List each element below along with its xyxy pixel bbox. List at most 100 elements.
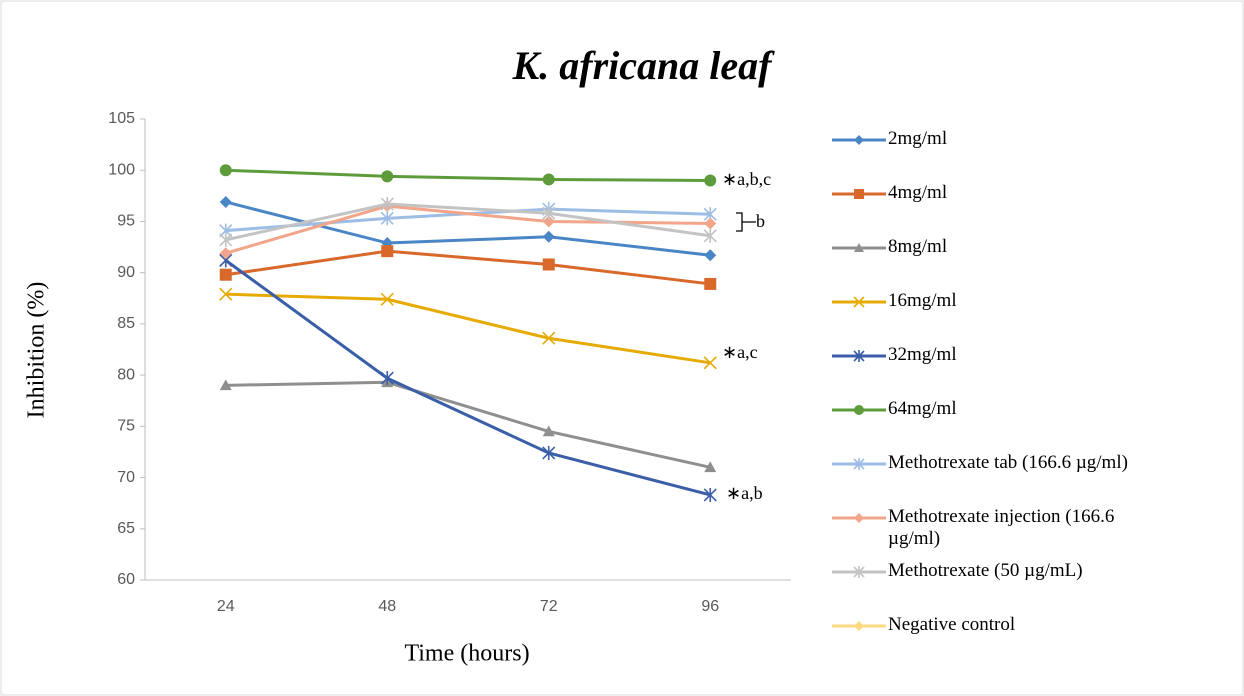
marker xyxy=(542,331,556,345)
legend: 2mg/ml 4mg/ml 8mg/ml 16mg/ml 32mg/ml 64mg/ml M… xyxy=(830,128,1170,668)
chart-title: K. africana leaf xyxy=(512,43,776,88)
x-tick-label: 48 xyxy=(378,598,396,615)
marker xyxy=(219,247,232,260)
legend-label: 2mg/ml xyxy=(888,128,948,149)
legend-key xyxy=(832,566,886,578)
legend-key xyxy=(832,296,886,308)
legend-label: Methotrexate tab (166.6 µg/ml) xyxy=(888,452,1128,473)
legend-marker xyxy=(854,621,864,631)
annotation: ∗a,b,c xyxy=(722,169,771,189)
legend-item: 16mg/ml xyxy=(830,290,1170,344)
legend-label: 16mg/ml xyxy=(888,290,957,311)
annotation: b xyxy=(756,211,765,231)
y-tick-label: 90 xyxy=(117,264,135,281)
marker xyxy=(542,215,555,228)
y-tick-label: 105 xyxy=(108,110,135,127)
series-line xyxy=(225,380,711,469)
legend-item: Methotrexate (50 µg/mL) xyxy=(830,560,1170,614)
legend-item: 4mg/ml xyxy=(830,182,1170,236)
legend-marker xyxy=(854,243,864,252)
marker xyxy=(380,292,394,306)
marker xyxy=(542,173,555,186)
x-tick-label: 96 xyxy=(701,598,719,615)
x-tick-label: 24 xyxy=(217,598,235,615)
marker xyxy=(542,445,556,460)
legend-marker xyxy=(854,513,864,523)
marker xyxy=(704,217,717,230)
legend-marker xyxy=(853,458,865,470)
y-tick-label: 75 xyxy=(117,418,135,435)
marker xyxy=(703,487,717,502)
series-line xyxy=(225,292,711,365)
legend-item: 2mg/ml xyxy=(830,128,1170,182)
legend-marker xyxy=(853,296,865,308)
y-tick-label: 100 xyxy=(108,161,135,178)
legend-key xyxy=(832,350,886,362)
legend-item: Methotrexate injection (166.6 µg/ml) xyxy=(830,506,1170,560)
series-line xyxy=(224,259,711,497)
legend-key xyxy=(832,621,886,631)
marker xyxy=(380,197,394,212)
marker xyxy=(542,258,555,271)
x-axis-label: Time (hours) xyxy=(404,641,529,667)
legend-key xyxy=(832,243,886,252)
annotation: ∗a,c xyxy=(722,342,758,362)
series-line xyxy=(225,202,711,242)
y-tick-label: 85 xyxy=(117,315,135,332)
legend-marker xyxy=(854,405,864,415)
y-axis-label: Inhibition (%) xyxy=(24,282,50,419)
marker xyxy=(380,371,394,386)
legend-label: 4mg/ml xyxy=(888,182,948,203)
legend-item: 8mg/ml xyxy=(830,236,1170,290)
legend-label: 32mg/ml xyxy=(888,344,957,365)
marker xyxy=(704,174,717,187)
legend-label: Methotrexate (50 µg/mL) xyxy=(888,560,1083,581)
marker xyxy=(381,170,394,183)
marker xyxy=(542,206,556,221)
marker xyxy=(704,277,717,290)
marker xyxy=(381,245,394,258)
legend-marker xyxy=(854,135,864,145)
legend-key xyxy=(832,513,886,523)
marker xyxy=(703,356,717,370)
legend-key xyxy=(832,405,886,415)
legend-key xyxy=(832,189,886,199)
legend-marker xyxy=(853,350,865,362)
marker xyxy=(704,249,717,262)
marker xyxy=(219,268,232,281)
y-tick-label: 60 xyxy=(117,571,135,588)
legend-marker xyxy=(853,566,865,578)
marker xyxy=(219,287,233,301)
marker xyxy=(703,228,717,243)
marker xyxy=(542,425,555,437)
legend-label: Methotrexate injection (166.6 µg/ml) xyxy=(888,506,1115,549)
marker xyxy=(542,230,555,243)
legend-item: 64mg/ml xyxy=(830,398,1170,452)
marker xyxy=(219,195,232,208)
legend-key xyxy=(832,458,886,470)
legend-label: 64mg/ml xyxy=(888,398,957,419)
y-tick-label: 95 xyxy=(117,213,135,230)
legend-marker xyxy=(854,189,864,199)
legend-label: Negative control xyxy=(888,614,1016,635)
annotation: ∗a,b xyxy=(726,483,763,503)
marker xyxy=(219,232,233,247)
series-line xyxy=(225,168,711,182)
legend-item: Methotrexate tab (166.6 µg/ml) xyxy=(830,452,1170,506)
marker xyxy=(219,379,232,391)
marker xyxy=(380,211,394,226)
legend-item: Negative control xyxy=(830,614,1170,668)
y-tick-label: 70 xyxy=(117,469,135,486)
marker xyxy=(704,461,717,473)
marker xyxy=(219,164,232,177)
x-tick-label: 72 xyxy=(540,598,558,615)
bracket xyxy=(736,212,756,232)
legend-label: 8mg/ml xyxy=(888,236,948,257)
legend-item: 32mg/ml xyxy=(830,344,1170,398)
y-tick-label: 65 xyxy=(117,520,135,537)
legend-key xyxy=(832,135,886,145)
series-line xyxy=(225,249,711,286)
series-line xyxy=(225,204,711,255)
